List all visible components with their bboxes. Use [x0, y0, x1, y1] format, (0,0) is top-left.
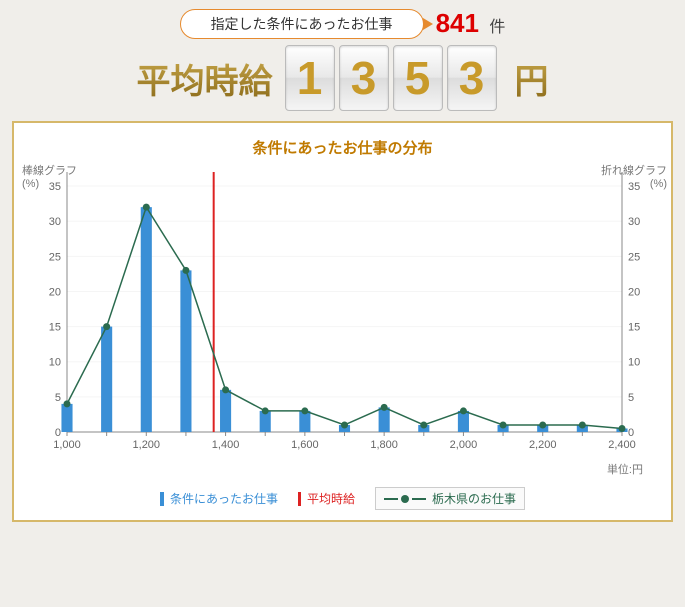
svg-text:1,200: 1,200 [133, 439, 161, 451]
avg-wage-label: 平均時給 [137, 54, 273, 103]
svg-text:2,000: 2,000 [450, 439, 478, 451]
svg-text:1,800: 1,800 [370, 439, 398, 451]
bar-swatch-icon [160, 492, 164, 506]
legend-line: 栃木県のお仕事 [375, 487, 525, 510]
legend: 条件にあったお仕事 平均時給 栃木県のお仕事 [22, 487, 663, 510]
svg-text:30: 30 [628, 216, 640, 228]
right-axis-label: 折れ線グラフ (%) [601, 162, 667, 190]
chart-svg: 00551010151520202525303035351,0001,2001,… [22, 162, 667, 457]
chart-panel: 条件にあったお仕事の分布 棒線グラフ (%) 折れ線グラフ (%) 0 0 5 5 10… [12, 121, 673, 522]
line-swatch-icon [384, 495, 426, 503]
svg-text:20: 20 [628, 286, 640, 298]
svg-text:15: 15 [49, 322, 61, 334]
svg-text:2,400: 2,400 [608, 439, 636, 451]
svg-text:25: 25 [49, 251, 61, 263]
svg-text:1,000: 1,000 [53, 439, 81, 451]
left-axis-label: 棒線グラフ (%) [22, 162, 77, 190]
chart-title: 条件にあったお仕事の分布 [22, 137, 663, 158]
svg-text:15: 15 [628, 322, 640, 334]
job-count-unit: 件 [489, 19, 505, 36]
digit: 5 [393, 45, 443, 111]
legend-bar-label: 条件にあったお仕事 [170, 490, 278, 507]
condition-bubble: 指定した条件にあったお仕事 [180, 9, 424, 39]
yen-label: 円 [515, 54, 549, 103]
legend-avg-label: 平均時給 [307, 490, 355, 507]
avg-row: 平均時給 1353 円 [12, 45, 673, 111]
header: 指定した条件にあったお仕事 841 件 平均時給 1353 円 [12, 8, 673, 111]
legend-bar: 条件にあったお仕事 [160, 490, 278, 507]
svg-text:0: 0 [55, 427, 61, 439]
digit: 3 [447, 45, 497, 111]
bubble-row: 指定した条件にあったお仕事 841 件 [12, 8, 673, 39]
x-unit-label: 単位:円 [22, 461, 643, 477]
svg-text:10: 10 [628, 357, 640, 369]
legend-line-label: 栃木県のお仕事 [432, 490, 516, 507]
legend-avg: 平均時給 [298, 490, 355, 507]
page: 指定した条件にあったお仕事 841 件 平均時給 1353 円 条件にあったお仕… [0, 0, 685, 607]
count-group: 841 件 [436, 8, 506, 39]
svg-text:5: 5 [55, 392, 61, 404]
svg-text:1,400: 1,400 [212, 439, 240, 451]
digit: 1 [285, 45, 335, 111]
svg-text:1,600: 1,600 [291, 439, 319, 451]
svg-text:20: 20 [49, 286, 61, 298]
chart-area: 棒線グラフ (%) 折れ線グラフ (%) 0 0 5 5 10 10 15 15 20 20 25 2… [22, 162, 667, 457]
avg-line-swatch-icon [298, 492, 301, 506]
avg-wage-digits: 1353 [285, 45, 497, 111]
svg-text:25: 25 [628, 251, 640, 263]
svg-text:30: 30 [49, 216, 61, 228]
svg-text:10: 10 [49, 357, 61, 369]
svg-text:5: 5 [628, 392, 634, 404]
svg-text:2,200: 2,200 [529, 439, 557, 451]
svg-text:0: 0 [628, 427, 634, 439]
digit: 3 [339, 45, 389, 111]
job-count: 841 [436, 8, 479, 38]
